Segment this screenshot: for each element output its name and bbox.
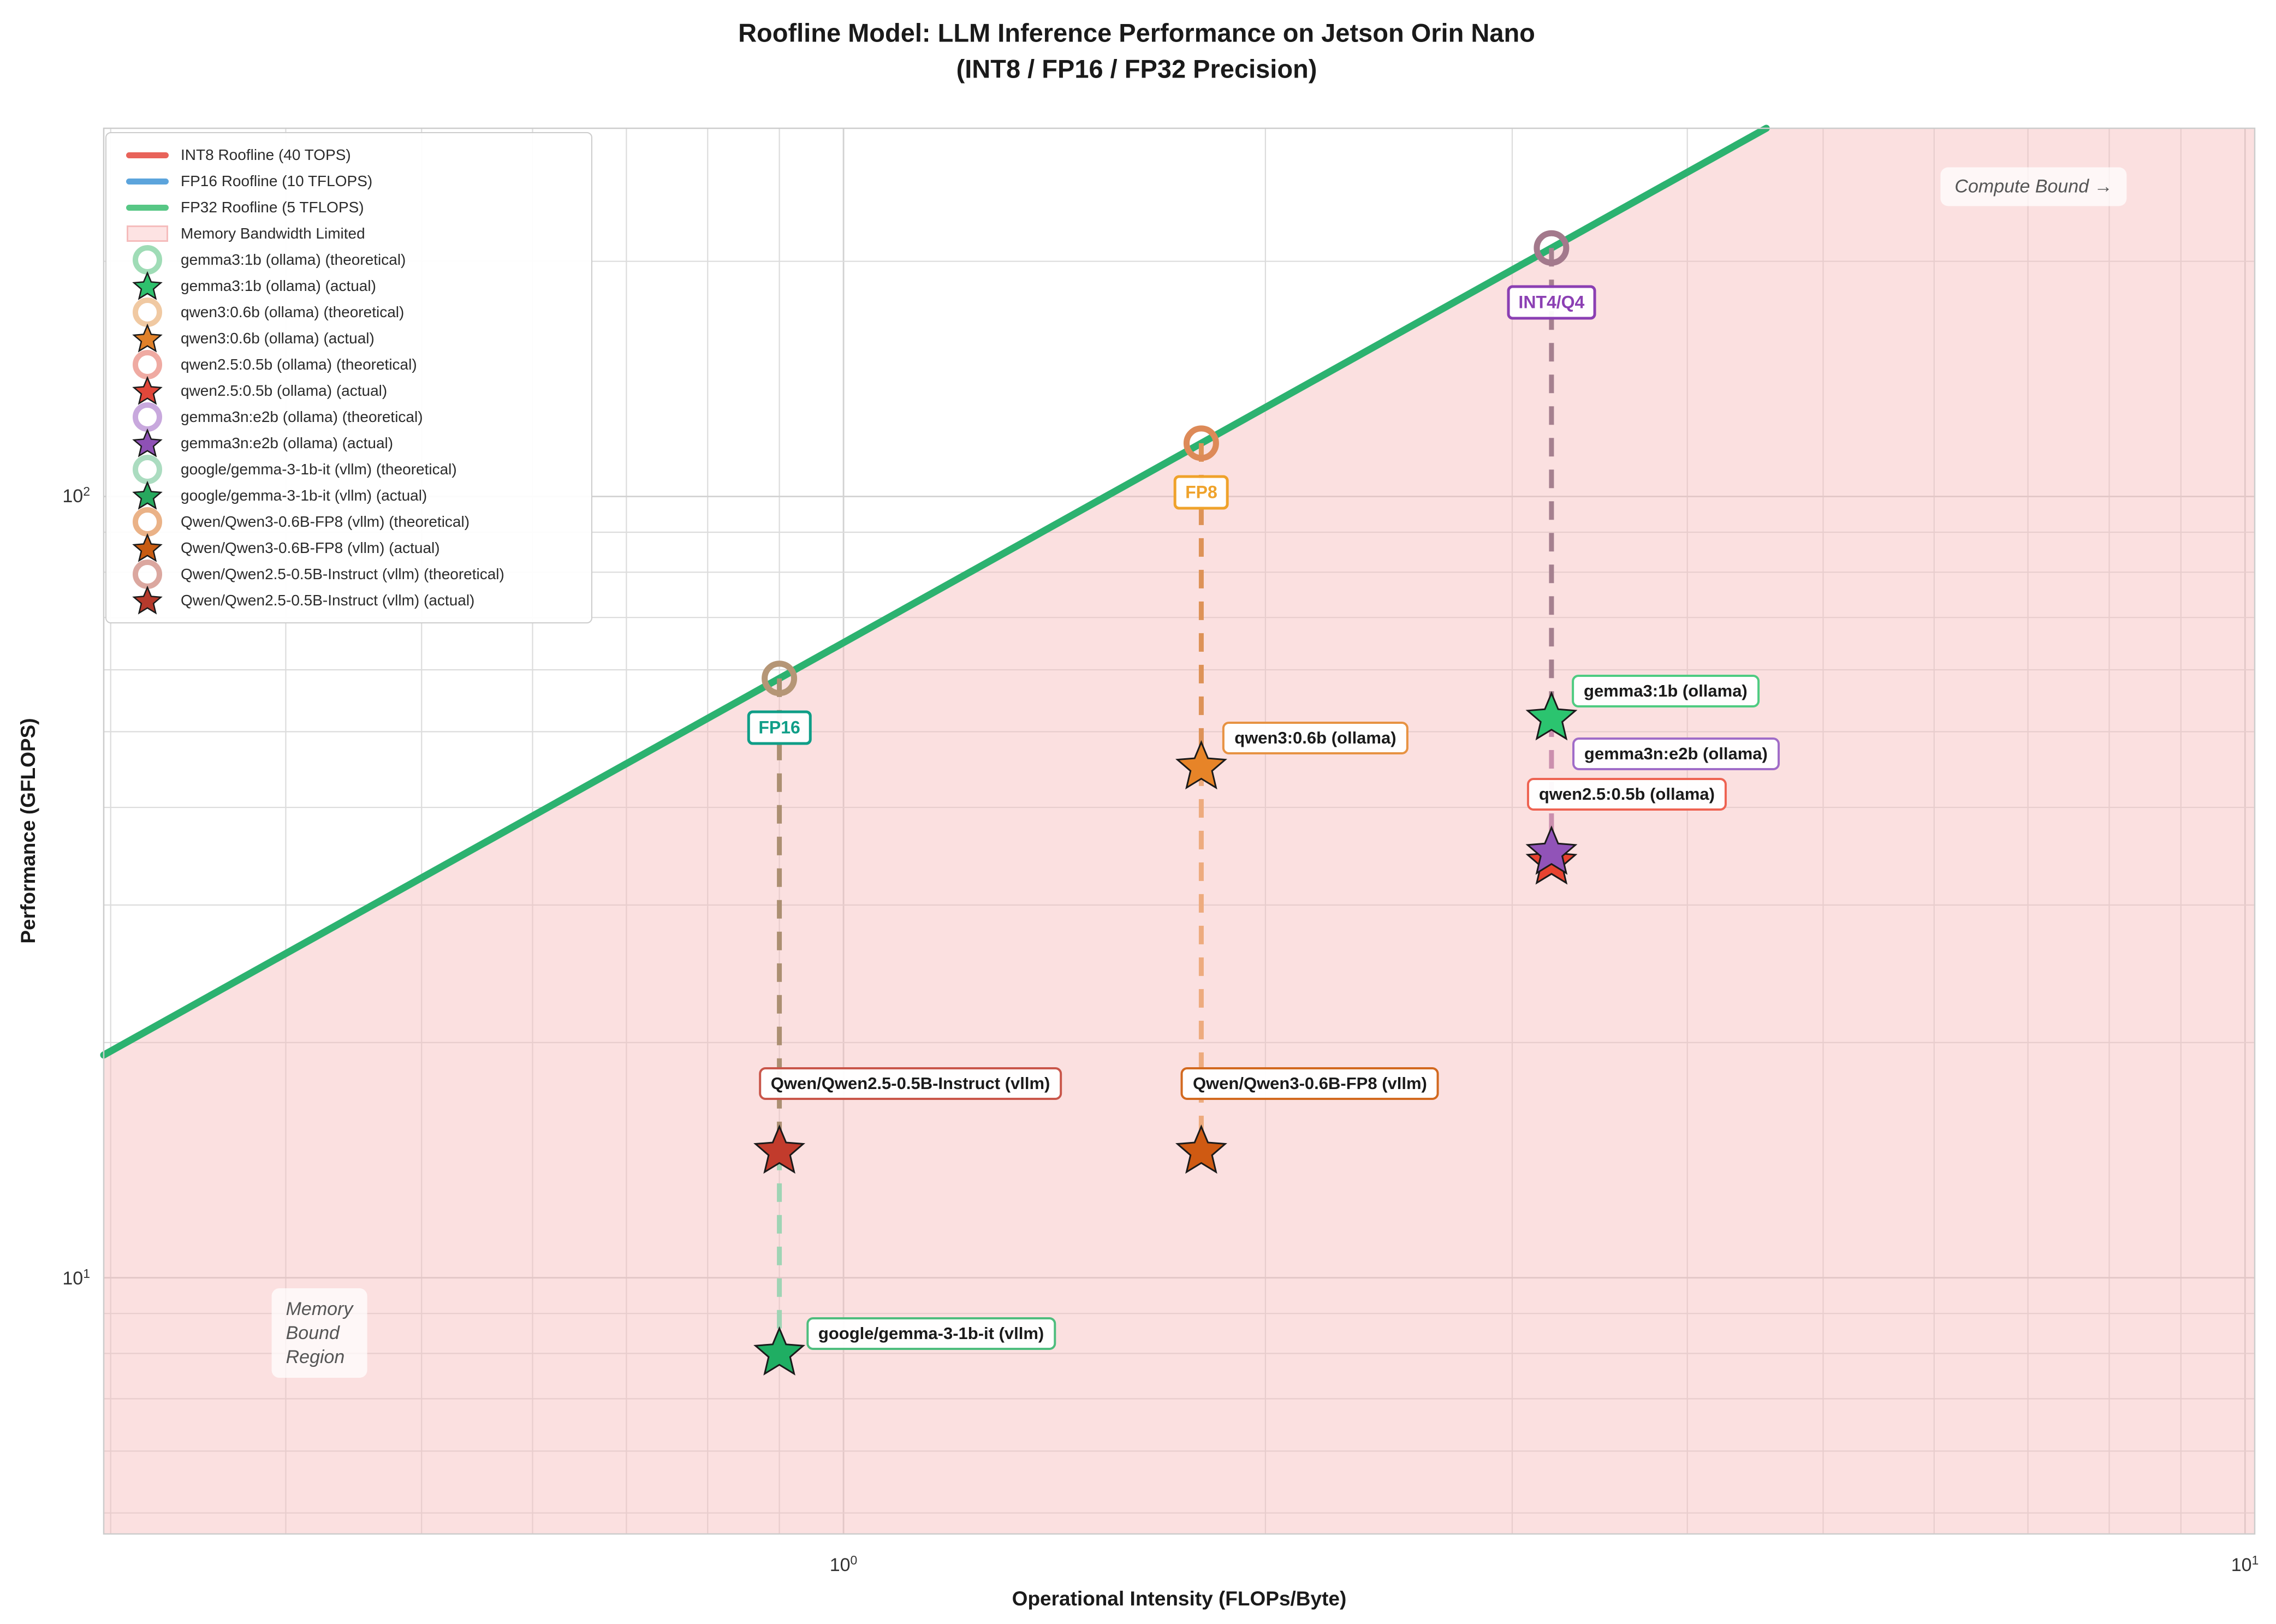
legend-label: gemma3:1b (ollama) (actual) <box>181 277 376 294</box>
precision-label-fp16: FP16 <box>747 710 812 745</box>
star-swatch-icon <box>117 323 177 354</box>
annotation-google-gemma-3-1b-it-vllm: google/gemma-3-1b-it (vllm) <box>806 1317 1056 1351</box>
annotation-qwen-qwen3-0-6b-fp8-vllm: Qwen/Qwen3-0.6B-FP8 (vllm) <box>1180 1067 1439 1100</box>
legend-row-qwen-qwen3-0-6b-fp8-vllm-actual: Qwen/Qwen3-0.6B-FP8 (vllm) (actual) <box>117 533 580 563</box>
memory-bound-label: Memory Bound Region <box>271 1288 367 1378</box>
legend-label: Qwen/Qwen2.5-0.5B-Instruct (vllm) (theor… <box>181 566 504 582</box>
legend-label: qwen3:0.6b (ollama) (actual) <box>181 330 375 347</box>
annotation-gemma3n-e2b-ollama: gemma3n:e2b (ollama) <box>1572 737 1780 771</box>
actual-star-qwen-qwen2-5-0-5b-instruct-vllm <box>753 1124 806 1174</box>
circle-swatch-icon <box>117 350 177 379</box>
chart-title-line2: (INT8 / FP16 / FP32 Precision) <box>956 54 1317 84</box>
theoretical-marker-fp16 <box>762 661 798 697</box>
star-swatch-icon <box>117 376 177 406</box>
line-swatch-icon <box>117 152 177 158</box>
actual-star-google-gemma-3-1b-it-vllm <box>753 1326 806 1376</box>
legend-label: qwen2.5:0.5b (ollama) (theoretical) <box>181 356 417 373</box>
annotation-qwen2-5-0-5b-ollama: qwen2.5:0.5b (ollama) <box>1526 778 1727 811</box>
legend-row-fp32-roofline-5-tflops: FP32 Roofline (5 TFLOPS) <box>117 194 580 221</box>
star-swatch-icon <box>117 533 177 563</box>
legend-label: gemma3n:e2b (ollama) (theoretical) <box>181 408 423 425</box>
legend-row-fp16-roofline-10-tflops: FP16 Roofline (10 TFLOPS) <box>117 168 580 194</box>
y-tick-10: 101 <box>62 1266 90 1289</box>
legend-row-memory-bandwidth-limited: Memory Bandwidth Limited <box>117 221 580 247</box>
annotation-qwen-qwen2-5-0-5b-instruct-vllm: Qwen/Qwen2.5-0.5B-Instruct (vllm) <box>758 1067 1062 1100</box>
legend-row-gemma3-1b-ollama-theoretical: gemma3:1b (ollama) (theoretical) <box>117 245 580 275</box>
legend-row-qwen-qwen2-5-0-5b-instruct-vllm-theoretical: Qwen/Qwen2.5-0.5B-Instruct (vllm) (theor… <box>117 560 580 589</box>
legend-label: google/gemma-3-1b-it (vllm) (theoretical… <box>181 461 457 478</box>
legend-row-gemma3n-e2b-ollama-theoretical: gemma3n:e2b (ollama) (theoretical) <box>117 402 580 432</box>
precision-label-int4-q4: INT4/Q4 <box>1507 285 1596 320</box>
legend-label: qwen2.5:0.5b (ollama) (actual) <box>181 382 388 399</box>
plot-border <box>103 127 2256 1535</box>
actual-star-qwen-qwen3-0-6b-fp8-vllm <box>1175 1124 1227 1174</box>
legend-label: Qwen/Qwen3-0.6B-FP8 (vllm) (theoretical) <box>181 513 470 530</box>
legend-label: Memory Bandwidth Limited <box>181 225 365 242</box>
memory-bandwidth-limited-region <box>104 128 2255 1534</box>
memory-bound-label-line: Region <box>286 1347 345 1367</box>
legend: INT8 Roofline (40 TOPS) FP16 Roofline (10… <box>105 132 592 623</box>
x-axis-label: Operational Intensity (FLOPs/Byte) <box>1012 1587 1347 1610</box>
x-tick-1: 100 <box>829 1552 858 1576</box>
legend-label: FP32 Roofline (5 TFLOPS) <box>181 199 364 216</box>
legend-label: google/gemma-3-1b-it (vllm) (actual) <box>181 487 427 504</box>
legend-label: INT8 Roofline (40 TOPS) <box>181 146 351 163</box>
legend-row-int8-roofline-40-tops: INT8 Roofline (40 TOPS) <box>117 142 580 168</box>
circle-swatch-icon <box>117 560 177 589</box>
annotation-gemma3-1b-ollama: gemma3:1b (ollama) <box>1572 674 1760 707</box>
legend-row-qwen3-0-6b-ollama-theoretical: qwen3:0.6b (ollama) (theoretical) <box>117 298 580 327</box>
memory-bound-label-line: Bound <box>286 1323 340 1343</box>
legend-row-google-gemma-3-1b-it-vllm-actual: google/gemma-3-1b-it (vllm) (actual) <box>117 480 580 511</box>
star-swatch-icon <box>117 480 177 511</box>
star-swatch-icon <box>117 585 177 616</box>
circle-swatch-icon <box>117 507 177 537</box>
actual-star-gemma3-1b-ollama <box>1525 691 1578 741</box>
legend-row-qwen3-0-6b-ollama-actual: qwen3:0.6b (ollama) (actual) <box>117 323 580 354</box>
actual-star-gemma3n-e2b-ollama <box>1525 825 1578 875</box>
chart-title-line1: Roofline Model: LLM Inference Performanc… <box>738 18 1535 47</box>
legend-label: FP16 Roofline (10 TFLOPS) <box>181 172 373 189</box>
star-swatch-icon <box>117 428 177 459</box>
line-swatch-icon <box>117 204 177 211</box>
line-swatch-icon <box>117 178 177 185</box>
patch-swatch-icon <box>117 225 177 242</box>
legend-row-qwen-qwen3-0-6b-fp8-vllm-theoretical: Qwen/Qwen3-0.6B-FP8 (vllm) (theoretical) <box>117 507 580 537</box>
theoretical-marker-int4-q4 <box>1534 230 1570 266</box>
circle-swatch-icon <box>117 455 177 484</box>
circle-swatch-icon <box>117 298 177 327</box>
legend-row-gemma3n-e2b-ollama-actual: gemma3n:e2b (ollama) (actual) <box>117 428 580 459</box>
annotation-qwen3-0-6b-ollama: qwen3:0.6b (ollama) <box>1222 721 1409 754</box>
compute-bound-label: Compute Bound → <box>1940 167 2127 206</box>
precision-label-fp8: FP8 <box>1174 475 1229 510</box>
memory-bound-label-line: Memory <box>286 1299 353 1319</box>
legend-label: gemma3n:e2b (ollama) (actual) <box>181 435 394 451</box>
y-axis-label: Performance (GFLOPS) <box>17 718 39 944</box>
actual-star-qwen3-0-6b-ollama <box>1175 740 1227 790</box>
x-tick-2: 101 <box>2231 1552 2259 1576</box>
roofline-fp32-line <box>100 124 1770 1059</box>
legend-row-gemma3-1b-ollama-actual: gemma3:1b (ollama) (actual) <box>117 271 580 301</box>
legend-label: Qwen/Qwen3-0.6B-FP8 (vllm) (actual) <box>181 539 440 556</box>
y-tick-100: 102 <box>62 484 90 507</box>
circle-swatch-icon <box>117 245 177 275</box>
legend-label: Qwen/Qwen2.5-0.5B-Instruct (vllm) (actua… <box>181 592 475 609</box>
star-swatch-icon <box>117 271 177 301</box>
legend-row-qwen-qwen2-5-0-5b-instruct-vllm-actual: Qwen/Qwen2.5-0.5B-Instruct (vllm) (actua… <box>117 585 580 616</box>
theoretical-marker-fp8 <box>1183 425 1219 461</box>
legend-label: gemma3:1b (ollama) (theoretical) <box>181 251 406 268</box>
legend-label: qwen3:0.6b (ollama) (theoretical) <box>181 304 405 320</box>
legend-row-google-gemma-3-1b-it-vllm-theoretical: google/gemma-3-1b-it (vllm) (theoretical… <box>117 455 580 484</box>
legend-row-qwen2-5-0-5b-ollama-actual: qwen2.5:0.5b (ollama) (actual) <box>117 376 580 406</box>
circle-swatch-icon <box>117 402 177 432</box>
legend-row-qwen2-5-0-5b-ollama-theoretical: qwen2.5:0.5b (ollama) (theoretical) <box>117 350 580 379</box>
